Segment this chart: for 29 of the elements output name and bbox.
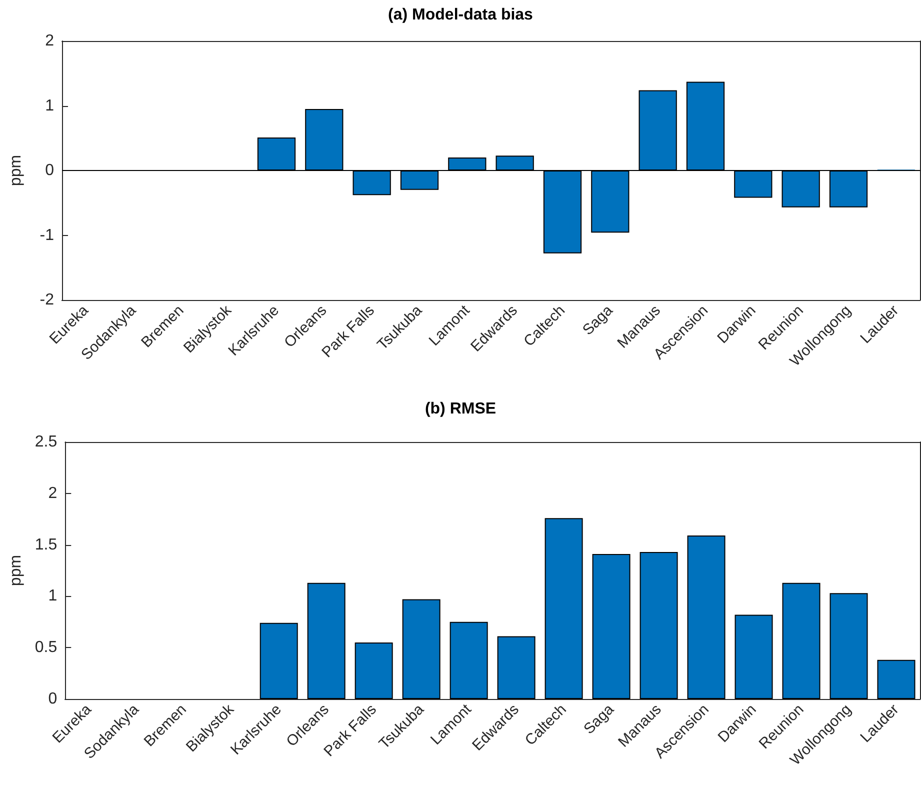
bar [307,582,346,698]
y-axis-title: ppm [8,154,24,186]
bar [592,554,630,698]
bar [877,659,916,698]
bar [782,582,820,698]
y-tick-label: 2 [45,32,54,50]
y-tick-label: 1 [45,97,54,114]
y-tick-label: -1 [40,226,54,244]
bar [734,614,773,698]
y-tick-label: 0 [48,690,58,707]
y-tick-label: 0 [45,162,54,179]
bar [640,551,678,698]
y-tick-label: -2 [40,292,54,308]
chart-title: (a) Model-data bias [388,6,534,24]
bar [450,621,488,698]
y-tick-label: 1 [48,587,58,604]
bar [544,518,583,698]
y-tick-label: 1.5 [34,536,58,553]
bar [830,592,868,698]
bar [497,636,536,698]
y-tick-label: 0.5 [34,638,58,656]
bar [402,598,440,698]
bar [260,622,298,698]
y-tick-label: 2.5 [34,433,58,450]
bar [354,642,393,698]
bar [687,535,726,698]
y-axis-title: ppm [8,554,24,586]
chart-title: (b) RMSE [424,400,496,417]
y-tick-label: 2 [48,484,58,502]
